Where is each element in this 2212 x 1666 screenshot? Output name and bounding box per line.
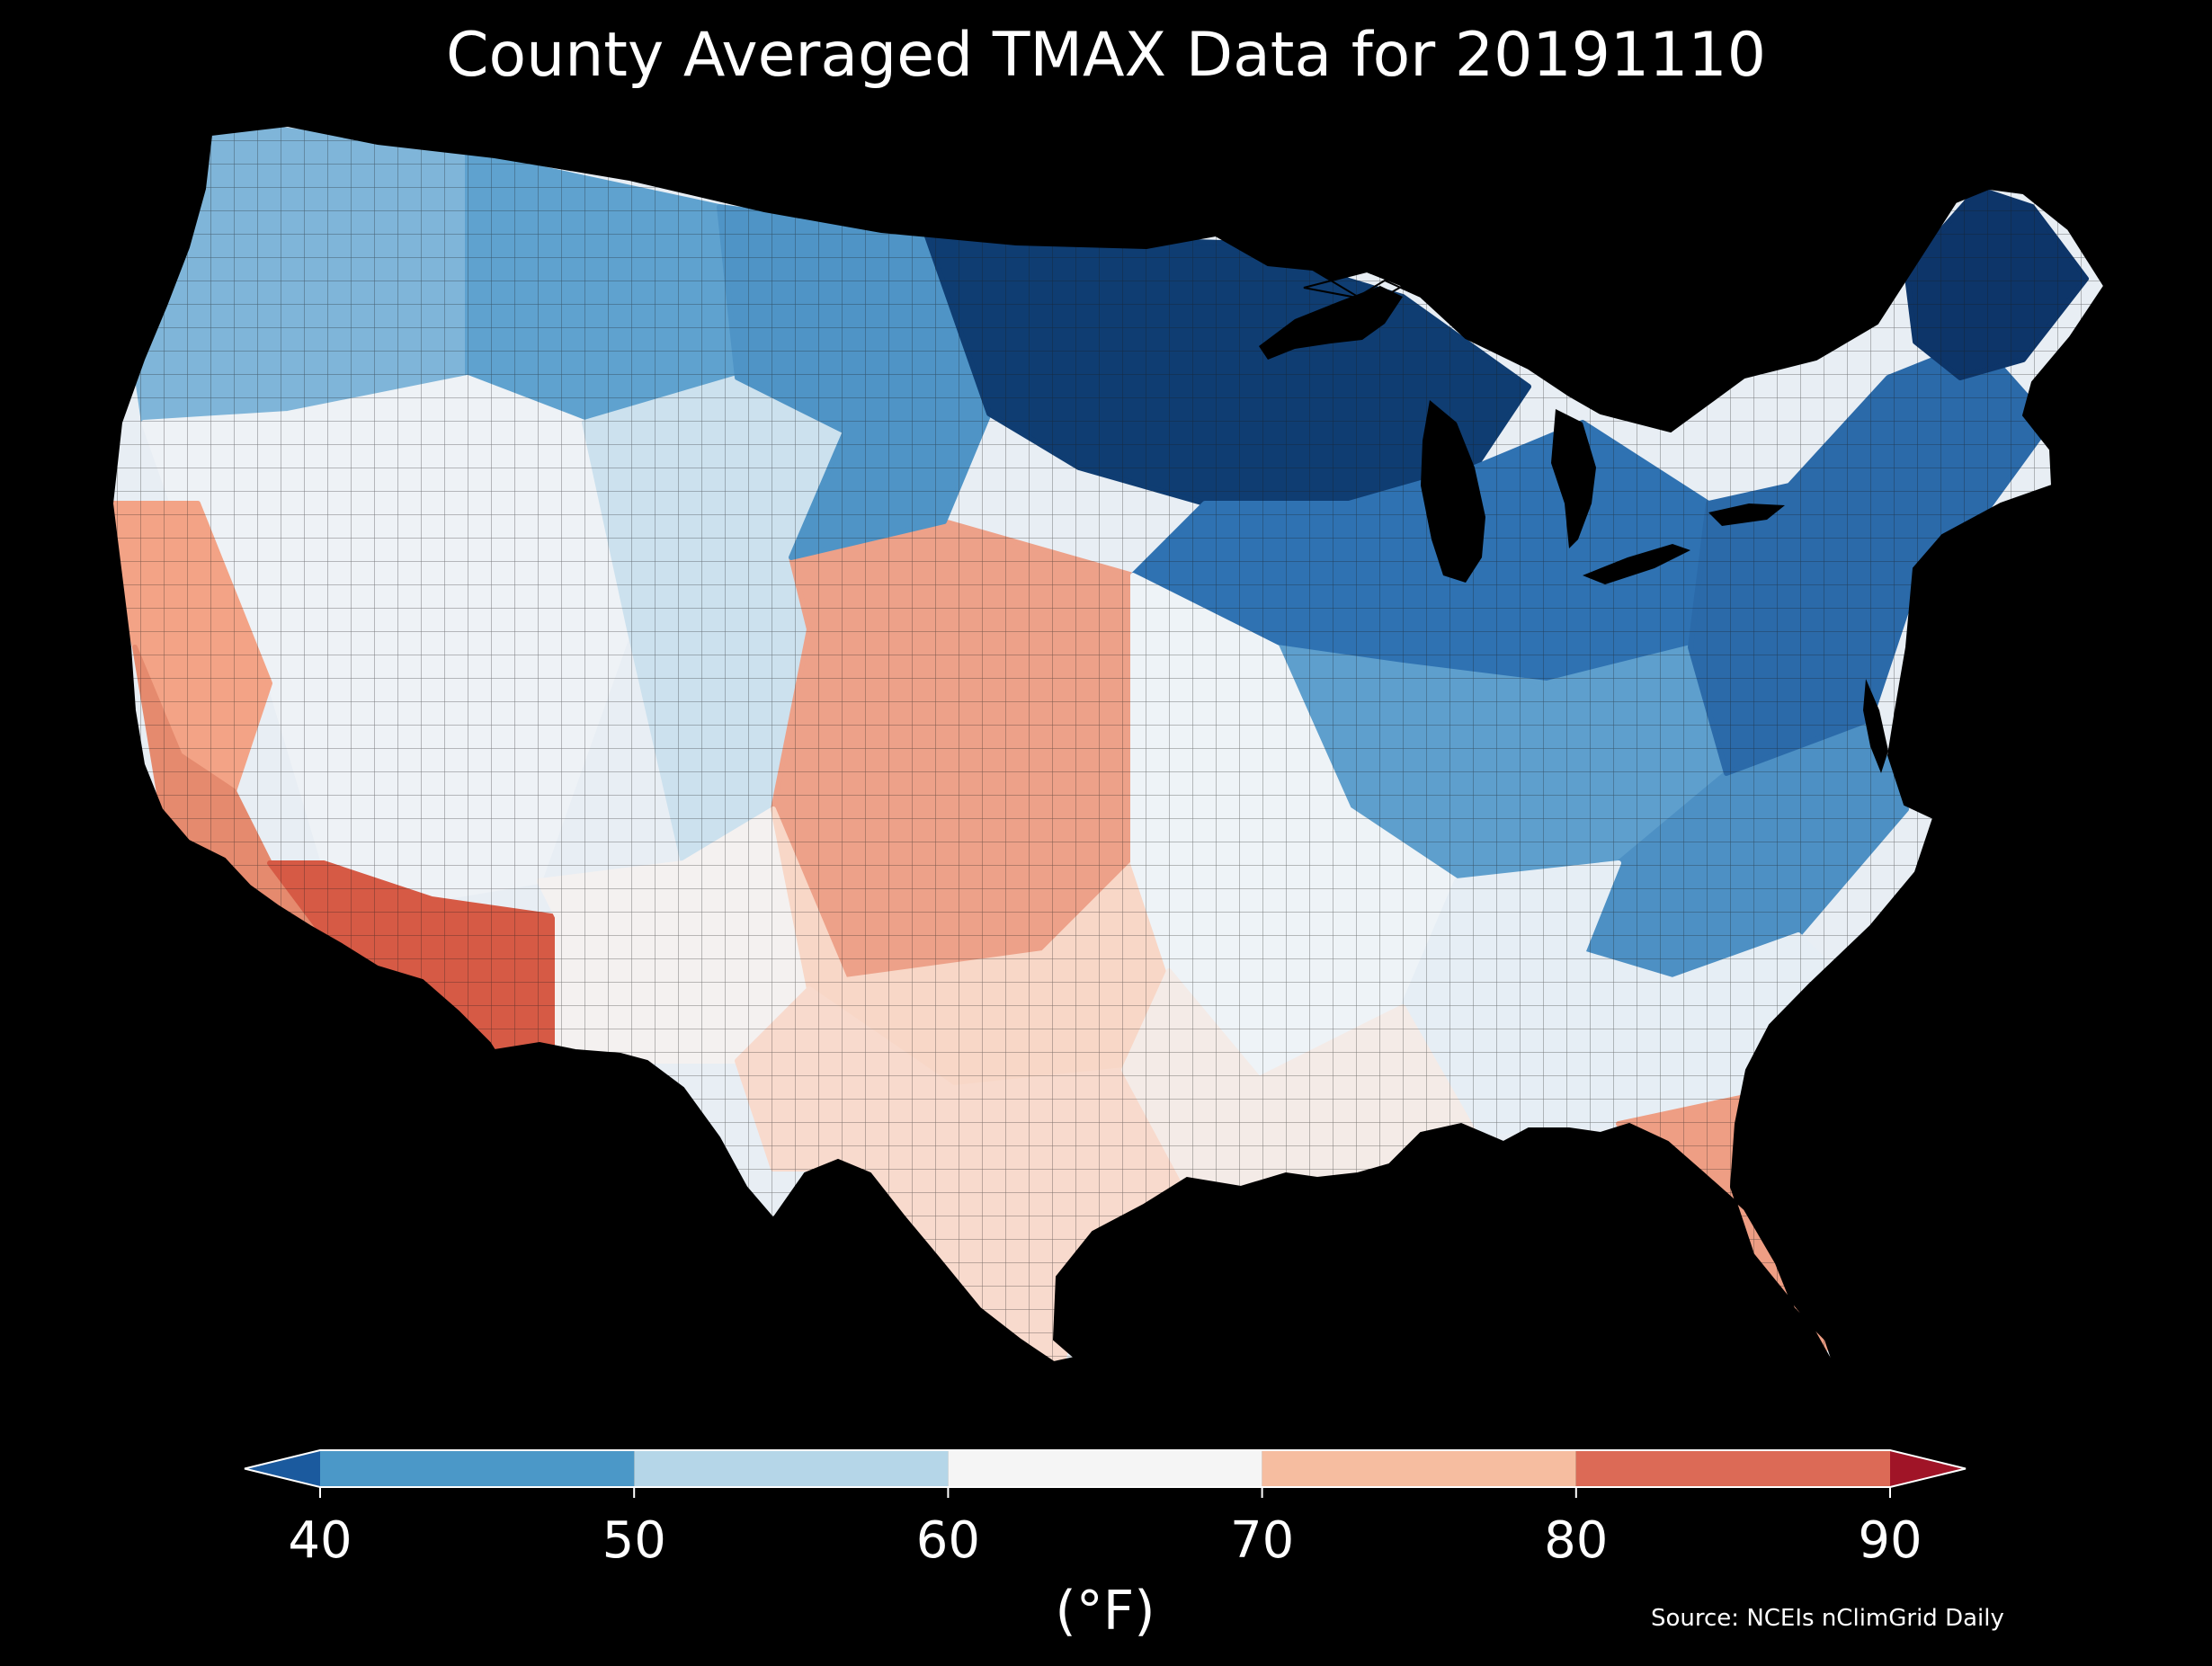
lake-erie xyxy=(1583,544,1690,584)
lake-ontario xyxy=(1708,503,1785,526)
lake-superior xyxy=(1259,286,1403,360)
us-outline xyxy=(111,124,2106,1368)
colorbar-bin-80-90 xyxy=(1575,1450,1890,1487)
colorbar: 40 50 60 70 80 90 (°F) xyxy=(244,1449,1967,1643)
colorbar-tick-label-90: 90 xyxy=(1858,1511,1922,1570)
colorbar-bin-70-80 xyxy=(1262,1450,1576,1487)
colorbar-tick-label-80: 80 xyxy=(1544,1511,1608,1570)
colorbar-bin-50-60 xyxy=(634,1450,949,1487)
source-note: Source: NCEIs nClimGrid Daily xyxy=(1651,1605,2004,1632)
lake-huron xyxy=(1551,409,1596,548)
colorbar-tick-label-40: 40 xyxy=(288,1511,352,1570)
lake-michigan xyxy=(1421,400,1485,583)
colorbar-tick-label-60: 60 xyxy=(916,1511,980,1570)
colorbar-unit-label: (°F) xyxy=(1055,1580,1155,1643)
colorbar-extend-high xyxy=(1890,1450,1966,1487)
colorbar-tick-label-70: 70 xyxy=(1230,1511,1294,1570)
colorbar-tick-label-50: 50 xyxy=(602,1511,666,1570)
chesapeake-bay xyxy=(1863,679,1888,773)
colorbar-bin-60-70 xyxy=(948,1450,1262,1487)
colorbar-extend-low xyxy=(245,1450,320,1487)
map-title: County Averaged TMAX Data for 20191110 xyxy=(446,20,1766,91)
colorbar-bin-40-50 xyxy=(320,1450,635,1487)
